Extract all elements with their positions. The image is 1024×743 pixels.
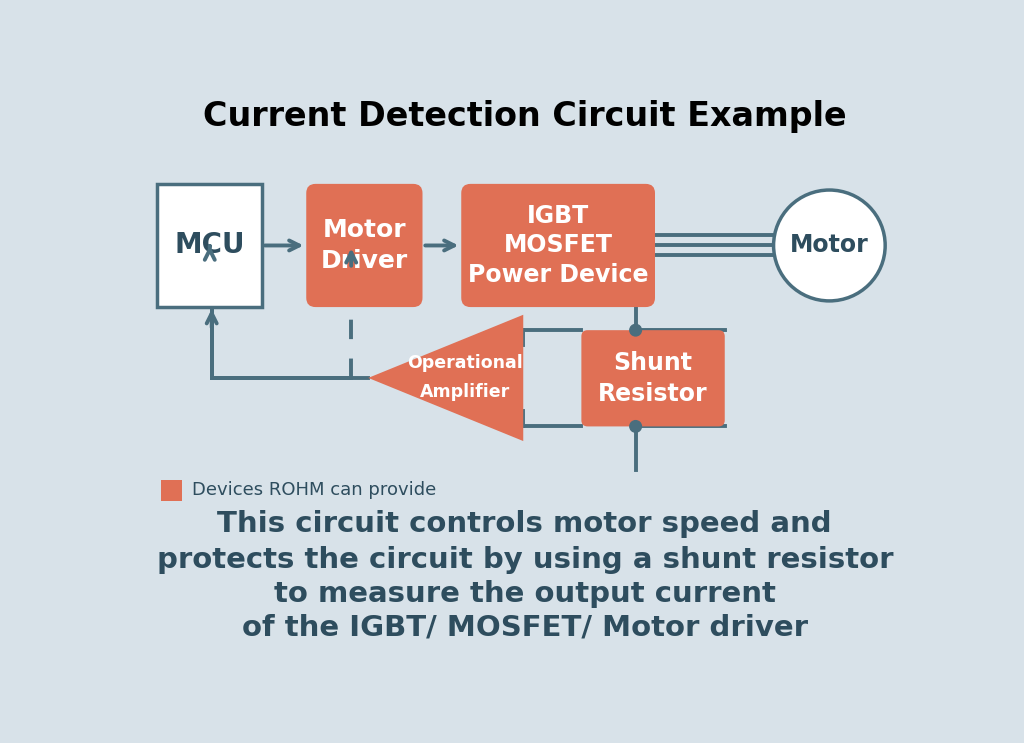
Circle shape bbox=[630, 421, 641, 432]
Text: Motor: Motor bbox=[790, 233, 868, 258]
FancyBboxPatch shape bbox=[306, 184, 423, 307]
Text: This circuit controls motor speed and: This circuit controls motor speed and bbox=[217, 510, 833, 538]
Circle shape bbox=[630, 325, 641, 336]
Polygon shape bbox=[369, 315, 523, 441]
FancyBboxPatch shape bbox=[582, 330, 725, 426]
Text: Operational: Operational bbox=[408, 354, 523, 372]
Bar bbox=[161, 479, 182, 501]
Text: Current Detection Circuit Example: Current Detection Circuit Example bbox=[203, 100, 847, 132]
Text: Amplifier: Amplifier bbox=[420, 383, 510, 400]
FancyBboxPatch shape bbox=[461, 184, 655, 307]
Text: Shunt
Resistor: Shunt Resistor bbox=[598, 351, 708, 406]
Circle shape bbox=[773, 190, 885, 301]
Text: of the IGBT/ MOSFET/ Motor driver: of the IGBT/ MOSFET/ Motor driver bbox=[242, 614, 808, 641]
Text: Devices ROHM can provide: Devices ROHM can provide bbox=[191, 481, 436, 499]
Text: to measure the output current: to measure the output current bbox=[273, 580, 776, 608]
Text: IGBT
MOSFET
Power Device: IGBT MOSFET Power Device bbox=[468, 204, 648, 288]
Text: Motor
Driver: Motor Driver bbox=[321, 218, 408, 273]
Text: MCU: MCU bbox=[174, 232, 245, 259]
Text: protects the circuit by using a shunt resistor: protects the circuit by using a shunt re… bbox=[157, 545, 893, 574]
Bar bbox=[158, 184, 262, 307]
